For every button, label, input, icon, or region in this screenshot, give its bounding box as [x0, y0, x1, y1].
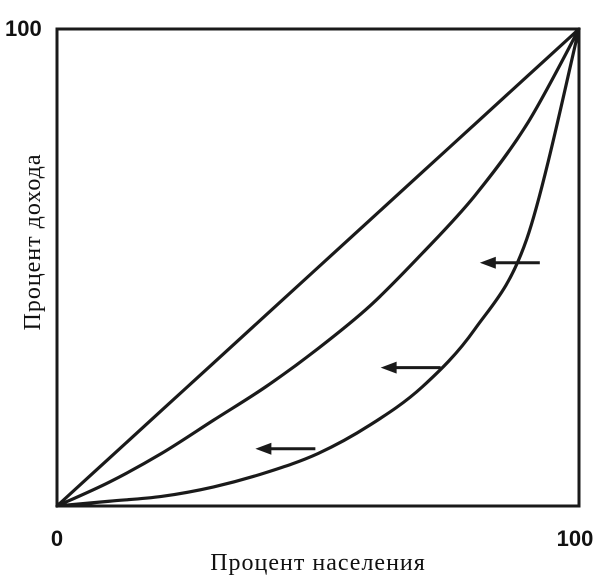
- series-group: [55, 27, 581, 508]
- lorenz-curve-2: [55, 27, 581, 508]
- equality-line: [55, 27, 581, 508]
- arrow-2: [380, 361, 441, 374]
- arrow-3: [255, 442, 316, 455]
- y-tick-label: 100: [5, 16, 42, 41]
- arrow-1: [479, 256, 540, 269]
- tick-labels: 0 100 100: [5, 16, 593, 551]
- y-axis-title: Процент дохода: [20, 153, 46, 330]
- x-axis-title: Процент населения: [210, 550, 426, 576]
- lorenz-curve-1: [55, 27, 581, 508]
- plot-frame: [55, 27, 581, 508]
- x-tick-label: 0: [51, 526, 63, 551]
- annotation-arrows: [255, 256, 540, 455]
- x-tick-label: 100: [557, 526, 594, 551]
